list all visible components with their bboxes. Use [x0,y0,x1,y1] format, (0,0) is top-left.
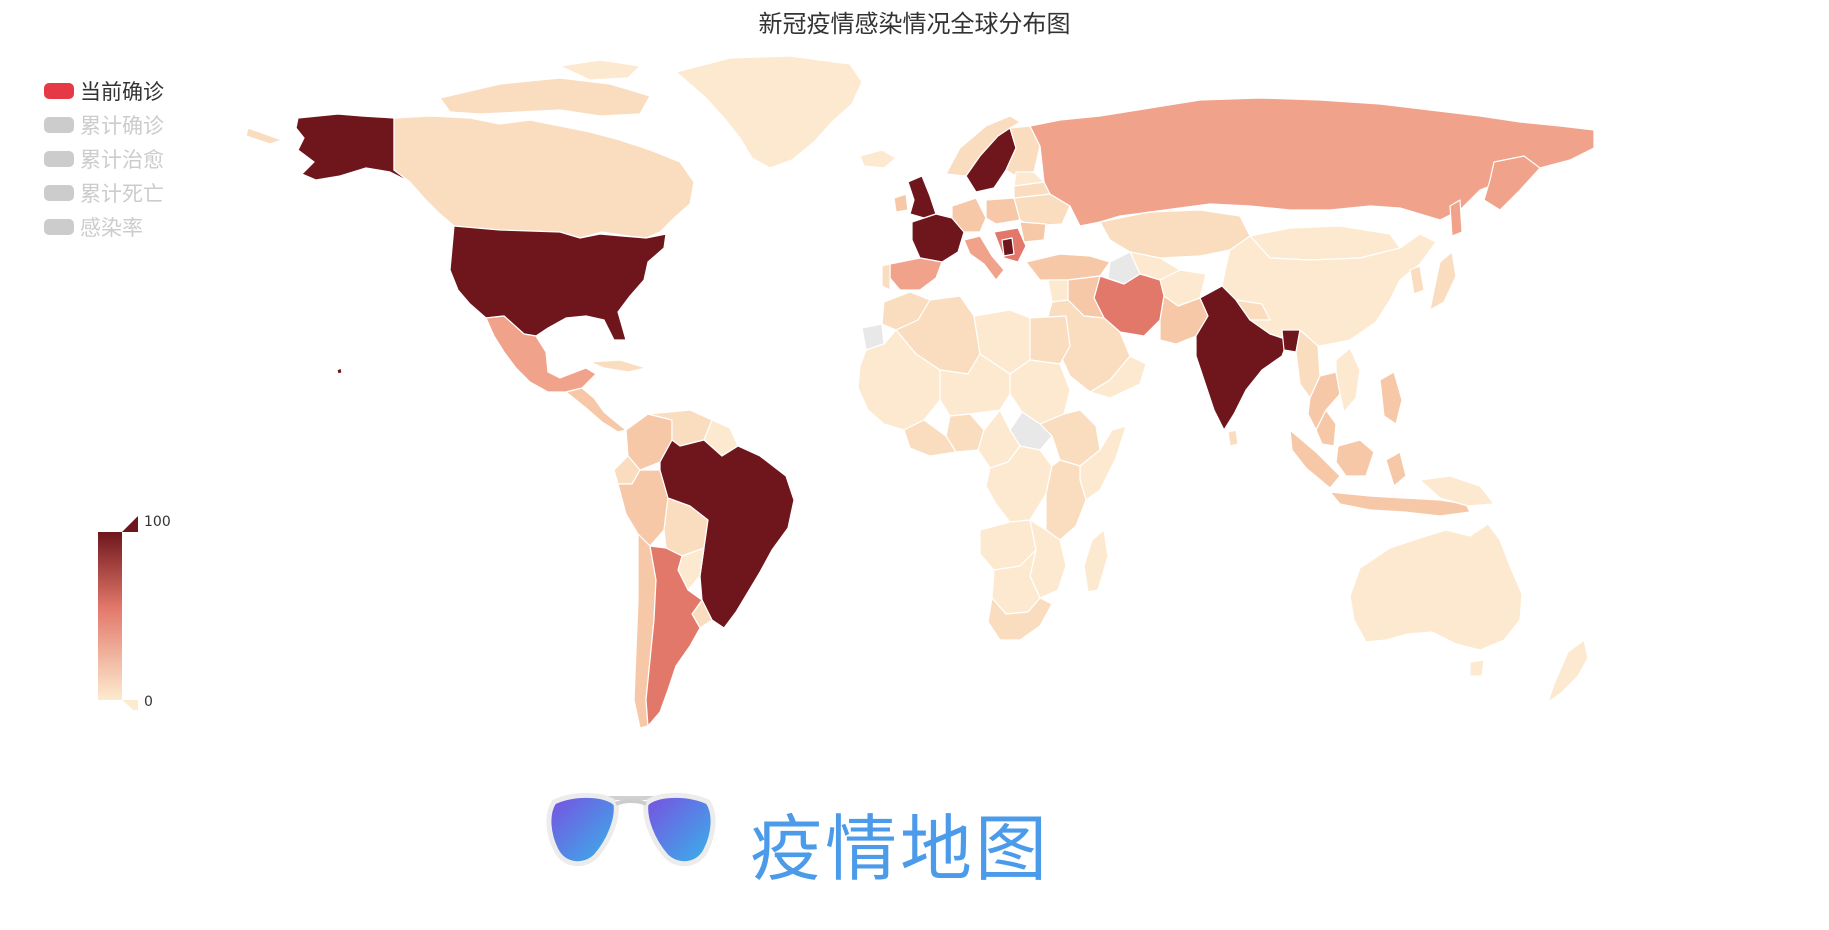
region-spain [889,257,943,291]
region-iceland [859,149,897,169]
visual-map[interactable]: 100 0 [96,510,216,710]
region-romania [1019,221,1047,243]
region-greenland [675,55,863,169]
region-kenya-tanzania [1045,459,1087,541]
region-vietnam [1335,347,1361,413]
region-philippines [1379,371,1403,425]
region-south-africa [987,597,1053,641]
region-mexico [485,315,597,393]
region-italy [963,235,1005,281]
legend: 当前确诊 累计确诊 累计治愈 累计死亡 感染率 [44,74,164,244]
region-turkey [1025,253,1111,281]
region-papua [1419,475,1495,507]
region-france [911,213,965,263]
legend-swatch [44,117,74,133]
region-indonesia [1289,429,1341,489]
region-malaysia [1315,409,1337,447]
region-tasmania [1469,659,1485,677]
region-egypt [1029,315,1071,365]
legend-swatch [44,185,74,201]
region-canada-arctic [439,77,651,117]
region-sri-lanka [1227,429,1239,447]
region-sulawesi [1385,451,1407,487]
region-canada [393,115,695,239]
sunglasses-icon [546,792,716,867]
region-nepal [1235,299,1271,321]
region-central-america [565,387,627,433]
region-alaska [295,113,411,183]
visual-map-max-label: 100 [144,514,171,530]
legend-item-total-deaths[interactable]: 累计死亡 [44,176,164,210]
region-portugal [881,263,891,291]
legend-swatch [44,83,74,99]
legend-item-current-confirmed[interactable]: 当前确诊 [44,74,164,108]
region-canada-arctic-2 [559,59,641,81]
region-usa [449,225,667,341]
legend-swatch [44,151,74,167]
legend-item-total-confirmed[interactable]: 累计确诊 [44,108,164,142]
region-ireland [893,193,909,213]
legend-label: 累计确诊 [80,114,164,138]
region-serbia [1001,237,1015,257]
region-argentina [645,545,703,727]
legend-label: 感染率 [80,216,143,240]
region-uk [907,175,937,219]
region-ghana-coast [903,419,957,457]
region-kazakhstan [1099,209,1251,259]
region-mali-niger [939,353,1011,417]
region-brazil [659,439,795,629]
region-yemen-oman [1089,355,1147,399]
visual-map-min-label: 0 [144,694,153,710]
visual-map-gradient [98,516,138,710]
legend-label: 累计死亡 [80,182,164,206]
region-hawaii [336,367,343,375]
legend-label: 累计治愈 [80,148,164,172]
legend-item-total-cured[interactable]: 累计治愈 [44,142,164,176]
chart-title: 新冠疫情感染情况全球分布图 [758,10,1071,38]
region-sakhalin [1449,199,1463,237]
region-syria [1047,279,1069,303]
legend-item-infection-rate[interactable]: 感染率 [44,210,164,244]
region-sudan [1009,359,1071,425]
region-korea [1409,265,1425,295]
region-russia-far-east [1483,155,1541,211]
region-cuba [589,359,647,373]
region-germany [951,197,987,233]
region-poland [985,197,1021,225]
region-japan [1429,251,1457,311]
region-australia [1349,523,1523,651]
region-alaska-islands [245,127,283,145]
region-madagascar [1083,529,1109,593]
region-new-zealand [1547,639,1589,703]
visual-map-bottom-handle [122,700,138,710]
legend-swatch [44,219,74,235]
visual-map-top-handle [122,516,138,532]
legend-label: 当前确诊 [80,80,164,104]
region-borneo [1335,439,1375,477]
region-thailand [1307,371,1341,431]
region-indonesia-east [1329,491,1471,517]
watermark-title: 疫情地图 [750,807,1051,891]
